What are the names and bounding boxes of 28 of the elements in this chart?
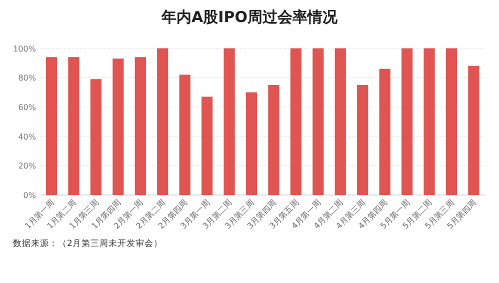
y-tick-label: 80% bbox=[18, 74, 36, 83]
bar bbox=[246, 92, 258, 195]
bar bbox=[68, 57, 80, 195]
bar bbox=[357, 84, 368, 195]
y-tick-label: 40% bbox=[18, 132, 36, 142]
bar bbox=[112, 58, 124, 195]
bar bbox=[468, 66, 480, 195]
bar bbox=[46, 57, 58, 195]
bar bbox=[312, 48, 324, 195]
bar bbox=[90, 79, 102, 195]
bar bbox=[268, 84, 280, 195]
bar bbox=[134, 57, 146, 195]
bar bbox=[401, 48, 413, 195]
y-tick-label: 20% bbox=[18, 162, 36, 171]
bar bbox=[334, 48, 346, 195]
bar bbox=[157, 48, 168, 195]
bar bbox=[201, 96, 213, 195]
y-tick-label: 0% bbox=[23, 191, 36, 200]
bar bbox=[290, 48, 302, 195]
source-note: 数据来源：（2月第三周未开发审会） bbox=[13, 238, 162, 249]
bar bbox=[446, 48, 458, 195]
bar bbox=[179, 74, 190, 195]
y-tick-label: 60% bbox=[18, 102, 36, 112]
bar bbox=[224, 48, 235, 195]
bar bbox=[379, 68, 390, 195]
bar bbox=[424, 48, 435, 195]
chart-title: 年内A股IPO周过会率情况 bbox=[160, 8, 338, 26]
y-tick-label: 100% bbox=[13, 44, 36, 54]
